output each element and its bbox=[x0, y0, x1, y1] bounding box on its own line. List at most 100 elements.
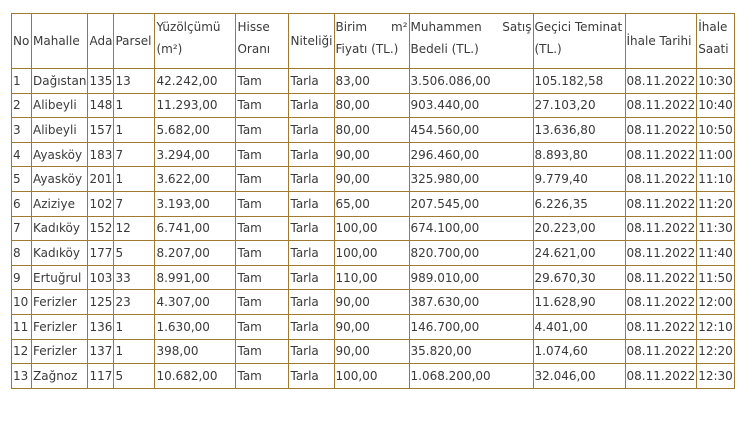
muhammen-line2: Bedeli (TL.) bbox=[410, 42, 479, 56]
cell-birim-fiyat: 90,00 bbox=[333, 141, 410, 168]
cell-hisse: Tam bbox=[235, 338, 290, 365]
cell-muhammen-bedel: 35.820,00 bbox=[408, 338, 534, 365]
cell-ada: 177 bbox=[87, 240, 115, 266]
cell-ada: 103 bbox=[87, 264, 115, 291]
header-row: No Mahalle Ada Parsel Yüzölçümü (m²) His… bbox=[11, 13, 735, 69]
cell-hisse: Tam bbox=[235, 289, 290, 315]
col-yuzolcumu-header: Yüzölçümü (m²) bbox=[154, 13, 237, 69]
cell-hisse: Tam bbox=[235, 313, 290, 340]
birim-line2: Fiyatı (TL.) bbox=[335, 42, 399, 56]
cell-niteligi: Tarla bbox=[288, 338, 335, 365]
cell-ihale-saati: 11:00 bbox=[696, 141, 735, 168]
col-niteligi-header: Niteliği bbox=[288, 13, 335, 69]
cell-gecici-teminat: 1.074,60 bbox=[532, 338, 626, 365]
cell-mahalle: Ferizler bbox=[30, 289, 89, 315]
table-row: 10 Ferizler 125 23 4.307,00 Tam Tarla 90,00 387.… bbox=[11, 289, 735, 315]
cell-no: 6 bbox=[11, 190, 32, 217]
cell-ada: 183 bbox=[87, 141, 115, 168]
cell-parsel: 1 bbox=[113, 92, 156, 119]
cell-ada: 135 bbox=[87, 68, 115, 94]
col-ada-header: Ada bbox=[87, 13, 115, 69]
cell-yuzolcumu: 10.682,00 bbox=[154, 363, 237, 389]
cell-ada: 136 bbox=[87, 313, 115, 340]
satis-word: Satış bbox=[502, 20, 532, 34]
table-row: 12 Ferizler 137 1 398,00 Tam Tarla 90,00 35.820,… bbox=[11, 338, 735, 365]
cell-birim-fiyat: 110,00 bbox=[333, 264, 410, 291]
cell-ihale-saati: 11:40 bbox=[696, 240, 735, 266]
cell-parsel: 1 bbox=[113, 117, 156, 143]
cell-no: 7 bbox=[11, 215, 32, 242]
muhammen-word: Muhammen bbox=[410, 20, 482, 34]
cell-birim-fiyat: 83,00 bbox=[333, 68, 410, 94]
cell-gecici-teminat: 6.226,35 bbox=[532, 190, 626, 217]
cell-parsel: 12 bbox=[113, 215, 156, 242]
cell-birim-fiyat: 100,00 bbox=[333, 215, 410, 242]
birim-word: Birim bbox=[335, 20, 368, 34]
cell-gecici-teminat: 29.670,30 bbox=[532, 264, 626, 291]
saat-line1: İhale bbox=[698, 20, 728, 34]
cell-mahalle: Alibeyli bbox=[30, 92, 89, 119]
cell-no: 11 bbox=[11, 313, 32, 340]
cell-gecici-teminat: 105.182,58 bbox=[532, 68, 626, 94]
cell-ihale-saati: 11:30 bbox=[696, 215, 735, 242]
cell-muhammen-bedel: 207.545,00 bbox=[408, 190, 534, 217]
cell-gecici-teminat: 24.621,00 bbox=[532, 240, 626, 266]
cell-ada: 157 bbox=[87, 117, 115, 143]
cell-ihale-saati: 12:00 bbox=[696, 289, 735, 315]
cell-birim-fiyat: 90,00 bbox=[333, 338, 410, 365]
cell-ihale-tarihi: 08.11.2022 bbox=[624, 117, 698, 143]
cell-ihale-saati: 11:50 bbox=[696, 264, 735, 291]
cell-birim-fiyat: 90,00 bbox=[333, 166, 410, 192]
cell-ihale-saati: 12:30 bbox=[696, 363, 735, 389]
cell-muhammen-bedel: 3.506.086,00 bbox=[408, 68, 534, 94]
cell-niteligi: Tarla bbox=[288, 313, 335, 340]
table-row: 3 Alibeyli 157 1 5.682,00 Tam Tarla 80,00 454.56… bbox=[11, 117, 735, 143]
cell-no: 2 bbox=[11, 92, 32, 119]
cell-parsel: 5 bbox=[113, 363, 156, 389]
cell-ihale-tarihi: 08.11.2022 bbox=[624, 313, 698, 340]
yuzolcumu-line2: (m²) bbox=[156, 42, 183, 56]
cell-parsel: 7 bbox=[113, 141, 156, 168]
cell-hisse: Tam bbox=[235, 190, 290, 217]
table-row: 13 Zağnoz 117 5 10.682,00 Tam Tarla 100,00 1.068… bbox=[11, 363, 735, 389]
col-saat-header: İhale Saati bbox=[696, 13, 735, 69]
cell-muhammen-bedel: 674.100,00 bbox=[408, 215, 534, 242]
cell-ada: 148 bbox=[87, 92, 115, 119]
cell-mahalle: Ferizler bbox=[30, 313, 89, 340]
cell-birim-fiyat: 100,00 bbox=[333, 363, 410, 389]
col-no-header: No bbox=[11, 13, 32, 69]
cell-yuzolcumu: 398,00 bbox=[154, 338, 237, 365]
cell-niteligi: Tarla bbox=[288, 92, 335, 119]
cell-yuzolcumu: 8.207,00 bbox=[154, 240, 237, 266]
col-teminat-header: Geçici Teminat (TL.) bbox=[532, 13, 626, 69]
cell-gecici-teminat: 32.046,00 bbox=[532, 363, 626, 389]
cell-yuzolcumu: 42.242,00 bbox=[154, 68, 237, 94]
cell-parsel: 5 bbox=[113, 240, 156, 266]
cell-muhammen-bedel: 454.560,00 bbox=[408, 117, 534, 143]
cell-mahalle: Ertuğrul bbox=[30, 264, 89, 291]
cell-yuzolcumu: 3.622,00 bbox=[154, 166, 237, 192]
cell-ihale-saati: 12:20 bbox=[696, 338, 735, 365]
cell-no: 10 bbox=[11, 289, 32, 315]
table-row: 8 Kadıköy 177 5 8.207,00 Tam Tarla 100,00 820.70… bbox=[11, 240, 735, 266]
col-birim-header: Birim m² Fiyatı (TL.) bbox=[333, 13, 410, 69]
cell-ihale-tarihi: 08.11.2022 bbox=[624, 141, 698, 168]
col-tarih-header: İhale Tarihi bbox=[624, 13, 698, 69]
cell-parsel: 23 bbox=[113, 289, 156, 315]
cell-ihale-saati: 11:10 bbox=[696, 166, 735, 192]
table-row: 5 Ayasköy 201 1 3.622,00 Tam Tarla 90,00 325.980… bbox=[11, 166, 735, 192]
cell-no: 5 bbox=[11, 166, 32, 192]
cell-yuzolcumu: 4.307,00 bbox=[154, 289, 237, 315]
cell-yuzolcumu: 3.193,00 bbox=[154, 190, 237, 217]
cell-niteligi: Tarla bbox=[288, 240, 335, 266]
cell-muhammen-bedel: 325.980,00 bbox=[408, 166, 534, 192]
cell-birim-fiyat: 80,00 bbox=[333, 117, 410, 143]
cell-muhammen-bedel: 146.700,00 bbox=[408, 313, 534, 340]
hisse-line2: Oranı bbox=[237, 42, 271, 56]
cell-ihale-saati: 10:50 bbox=[696, 117, 735, 143]
muhammen-line1: Muhammen Satış bbox=[411, 16, 532, 38]
cell-mahalle: Kadıköy bbox=[30, 215, 89, 242]
cell-muhammen-bedel: 989.010,00 bbox=[408, 264, 534, 291]
cell-hisse: Tam bbox=[235, 363, 290, 389]
cell-no: 8 bbox=[11, 240, 32, 266]
